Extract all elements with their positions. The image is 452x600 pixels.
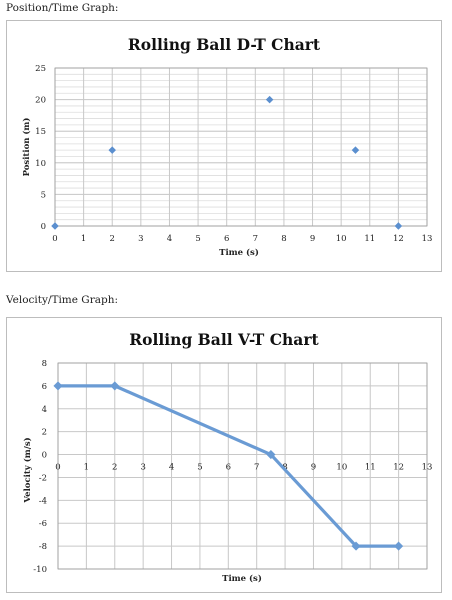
vt-y-tick-label: 6 — [42, 382, 47, 392]
position-time-caption: Position/Time Graph: — [6, 2, 119, 14]
vt-chart-title: Rolling Ball V-T Chart — [129, 330, 319, 349]
dt-y-tick-label: 20 — [35, 96, 46, 106]
dt-y-tick-label: 25 — [35, 64, 46, 74]
dt-data-point — [351, 146, 360, 154]
vt-y-tick-label: -10 — [33, 565, 47, 575]
dt-y-tick-label: 5 — [41, 190, 46, 200]
dt-y-axis-label: Position (m) — [21, 118, 32, 177]
dt-chart-panel: Rolling Ball D-T Chart 0 5 10 15 20 25 0 1 2 3 4 5 6… — [6, 20, 442, 272]
vt-data-point — [351, 541, 361, 551]
dt-x-tick-label: 2 — [110, 234, 115, 244]
dt-x-tick-label: 9 — [310, 234, 315, 244]
dt-plot-area — [54, 67, 428, 227]
dt-x-tick-label: 6 — [224, 234, 229, 244]
dt-y-tick-label: 0 — [41, 222, 46, 232]
dt-x-tick-label: 7 — [253, 234, 258, 244]
vt-plot-area — [57, 362, 428, 570]
dt-y-tick-label: 15 — [35, 127, 46, 137]
dt-x-tick-label: 3 — [138, 234, 143, 244]
vt-data-point — [53, 381, 63, 391]
vt-data-point — [266, 449, 276, 460]
vt-y-tick-label: 8 — [42, 359, 47, 369]
dt-x-tick-label: 12 — [393, 234, 404, 244]
dt-x-tick-label: 11 — [364, 234, 375, 244]
dt-x-tick-label: 8 — [281, 234, 286, 244]
vt-chart: Rolling Ball V-T Chart -10-8-6-4-2024680… — [22, 330, 432, 584]
vt-x-tick-label: 9 — [311, 463, 316, 473]
vt-data-point — [110, 381, 120, 391]
vt-x-tick-label: 4 — [169, 463, 174, 473]
vt-y-tick-label: 4 — [42, 405, 47, 415]
dt-data-point — [51, 222, 59, 230]
dt-data-point — [108, 146, 116, 154]
vt-x-tick-label: 6 — [226, 463, 231, 473]
dt-chart-title: Rolling Ball D-T Chart — [128, 35, 321, 54]
vt-y-tick-label: -8 — [39, 542, 47, 552]
dt-data-point — [394, 222, 403, 230]
vt-data-point — [394, 541, 404, 551]
dt-x-tick-label: 0 — [52, 234, 57, 244]
vt-x-tick-label: 7 — [254, 463, 259, 473]
vt-y-tick-label: -6 — [39, 519, 47, 529]
vt-x-tick-label: 1 — [84, 463, 89, 473]
vt-x-tick-label: 2 — [112, 463, 117, 473]
vt-x-tick-label: 11 — [365, 463, 376, 473]
vt-y-tick-label: -2 — [39, 473, 47, 483]
vt-y-tick-label: 2 — [42, 428, 47, 438]
vt-y-axis-label: Velocity (m/s) — [22, 437, 33, 503]
dt-x-tick-label: 5 — [195, 234, 200, 244]
dt-data-point — [265, 95, 274, 104]
vt-x-tick-label: 5 — [197, 463, 202, 473]
dt-x-tick-label: 1 — [81, 234, 86, 244]
dt-y-tick-label: 10 — [35, 159, 46, 169]
vt-x-axis-label: Time (s) — [222, 573, 262, 584]
vt-y-tick-label: 0 — [42, 451, 47, 461]
dt-x-tick-label: 10 — [336, 234, 347, 244]
dt-x-axis-label: Time (s) — [219, 247, 259, 258]
vt-y-tick-label: -4 — [39, 496, 47, 506]
vt-x-tick-label: 10 — [336, 463, 347, 473]
vt-chart-panel: Rolling Ball V-T Chart -10 -8 -6 -4 -2 0 2 4 6 8 0… — [6, 317, 442, 593]
vt-x-tick-label: 3 — [140, 463, 145, 473]
dt-x-tick-label: 4 — [167, 234, 172, 244]
dt-x-tick-label: 13 — [422, 234, 433, 244]
vt-x-tick-label: 12 — [393, 463, 404, 473]
velocity-time-caption: Velocity/Time Graph: — [6, 294, 118, 306]
